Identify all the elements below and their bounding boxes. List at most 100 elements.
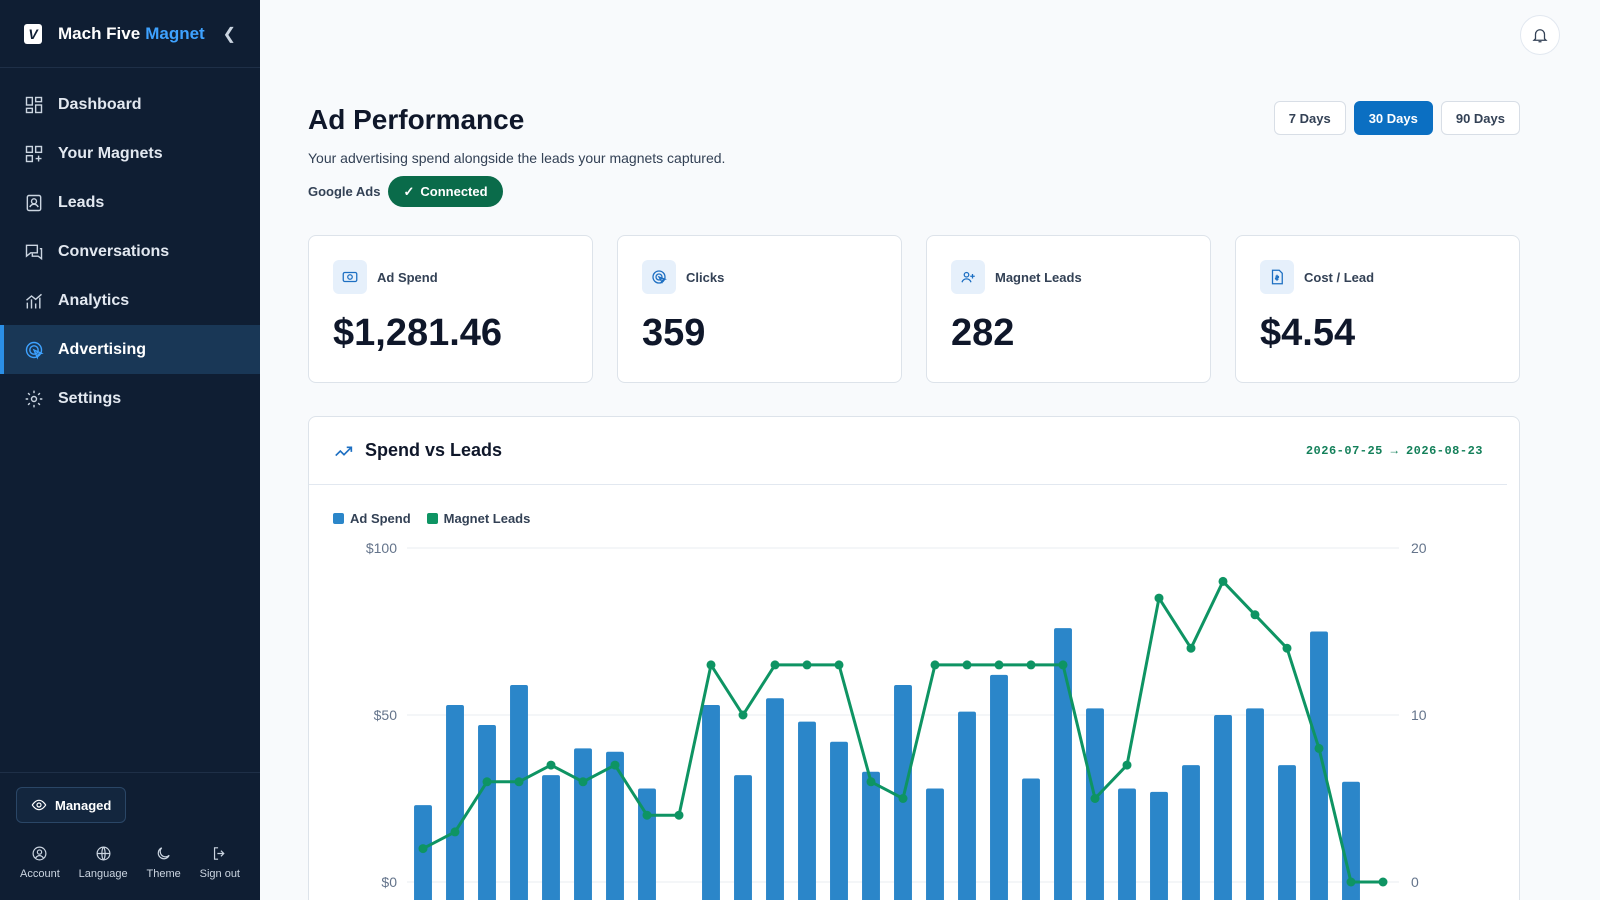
account-button[interactable]: Account [20, 845, 60, 880]
sidebar-item-dashboard[interactable]: Dashboard [0, 80, 260, 129]
brand-logo[interactable]: V [24, 23, 42, 44]
spend-bar [1086, 708, 1104, 900]
stat-card-ad-spend: Ad Spend $1,281.46 [308, 235, 593, 383]
stat-label: Cost / Lead [1304, 269, 1375, 285]
leads-point [994, 660, 1004, 670]
brand-accent: Magnet [145, 23, 205, 43]
notifications-button[interactable] [1520, 15, 1560, 55]
language-label: Language [78, 868, 128, 880]
sidebar-item-your-magnets[interactable]: Your Magnets [0, 129, 260, 178]
spend-bar [542, 775, 560, 900]
conversations-icon [25, 244, 43, 260]
globe-icon [96, 846, 111, 861]
footer-actions: Account Language Theme Sign out [16, 845, 244, 880]
leads-point [866, 777, 876, 787]
spend-bar [830, 741, 848, 900]
leads-point [610, 760, 620, 770]
spend-bar [1182, 765, 1200, 900]
check-icon: ✓ [403, 183, 415, 199]
spend-bar [1278, 765, 1296, 900]
legend-swatch [333, 513, 344, 524]
spend-bar [862, 771, 880, 900]
stat-value: $1,281.46 [333, 312, 503, 354]
sidebar-footer: Managed Account Language Theme Sign out [0, 772, 260, 900]
sidebar: V Mach Five Magnet ❮ Dashboard Your Magn… [0, 0, 260, 900]
spend-bar [1310, 631, 1328, 900]
dashboard-icon [25, 96, 43, 113]
sidebar-item-analytics[interactable]: Analytics [0, 276, 260, 325]
leads-point [546, 760, 556, 770]
range-90-days-button[interactable]: 90 Days [1440, 101, 1520, 135]
leads-point [1378, 877, 1388, 887]
language-button[interactable]: Language [79, 845, 128, 880]
date-range-selector: 7 Days 30 Days 90 Days [1273, 101, 1520, 135]
chart-date-range: 2026-07-25 → 2026-08-23 [1305, 443, 1483, 458]
stat-card-magnet-leads: Magnet Leads 282 [926, 235, 1211, 383]
spend-bar [734, 775, 752, 900]
sidebar-nav: Dashboard Your Magnets Leads Conversatio… [0, 68, 260, 423]
leads-point [738, 710, 748, 720]
range-7-days-button[interactable]: 7 Days [1273, 101, 1346, 135]
range-30-days-button[interactable]: 30 Days [1353, 101, 1433, 135]
legend-swatch [426, 513, 438, 524]
spend-vs-leads-chart: $0 $50 $100 0 10 20 [366, 540, 1427, 900]
spend-bar [702, 704, 720, 900]
spend-bar [766, 698, 784, 900]
leads-point [674, 810, 684, 820]
money-icon [342, 271, 358, 283]
sign-out-label: Sign out [199, 868, 240, 880]
trend-icon [335, 446, 353, 456]
page-title: Ad Performance [308, 104, 525, 135]
spend-bar [510, 684, 528, 900]
sidebar-item-leads[interactable]: Leads [0, 178, 260, 227]
y-right-tick-label: 20 [1411, 540, 1427, 556]
sign-out-button[interactable]: Sign out [200, 845, 240, 880]
invoice-icon [1271, 269, 1283, 285]
legend-item-ad-spend[interactable]: Ad Spend [333, 511, 411, 526]
y-left-tick-label: $50 [374, 707, 398, 723]
settings-icon [25, 390, 43, 407]
stat-value: 282 [951, 312, 1015, 354]
leads-point [1250, 610, 1260, 620]
sidebar-item-advertising[interactable]: Advertising [0, 325, 260, 374]
user-plus-icon [961, 271, 975, 283]
sidebar-item-conversations[interactable]: Conversations [0, 227, 260, 276]
spend-bar [1214, 715, 1232, 900]
account-icon [32, 846, 47, 861]
stat-label: Ad Spend [377, 269, 438, 285]
bell-icon [1532, 29, 1548, 43]
managed-label: Managed [55, 797, 112, 813]
leads-point [1186, 643, 1196, 653]
sidebar-item-label: Leads [58, 193, 105, 211]
managed-button[interactable]: Managed [16, 787, 127, 823]
leads-point [1346, 877, 1356, 887]
leads-point [482, 777, 492, 787]
leads-point [578, 777, 588, 787]
spend-bar [958, 711, 976, 900]
leads-point [1218, 576, 1228, 586]
leads-point [1282, 643, 1292, 653]
spend-bar [1150, 791, 1168, 900]
legend-label: Magnet Leads [443, 511, 531, 526]
legend-item-magnet-leads[interactable]: Magnet Leads [426, 511, 531, 526]
connection-label: Google Ads [308, 184, 381, 199]
stat-label: Magnet Leads [995, 269, 1082, 285]
connection-status: Google Ads ✓ Connected [308, 176, 503, 207]
sidebar-item-settings[interactable]: Settings [0, 374, 260, 423]
leads-icon [26, 194, 42, 211]
collapse-sidebar-icon[interactable]: ❮ [222, 25, 236, 43]
spend-vs-leads-card: Spend vs Leads 2026-07-25 → 2026-08-23 A… [308, 416, 1520, 900]
y-right-tick-label: 0 [1411, 874, 1419, 890]
sidebar-item-label: Analytics [58, 291, 130, 309]
y-left-tick-label: $100 [366, 540, 397, 556]
connected-badge[interactable]: ✓ Connected [388, 176, 503, 207]
y-right-tick-label: 10 [1411, 707, 1427, 723]
spend-bar [1246, 708, 1264, 900]
spend-bar [574, 748, 592, 900]
theme-button[interactable]: Theme [146, 845, 181, 880]
sidebar-item-label: Settings [58, 389, 122, 407]
magnets-icon [25, 145, 43, 162]
leads-point [1026, 660, 1036, 670]
leads-point [1058, 660, 1068, 670]
main-content: Ad Performance Your advertising spend al… [260, 0, 1600, 900]
